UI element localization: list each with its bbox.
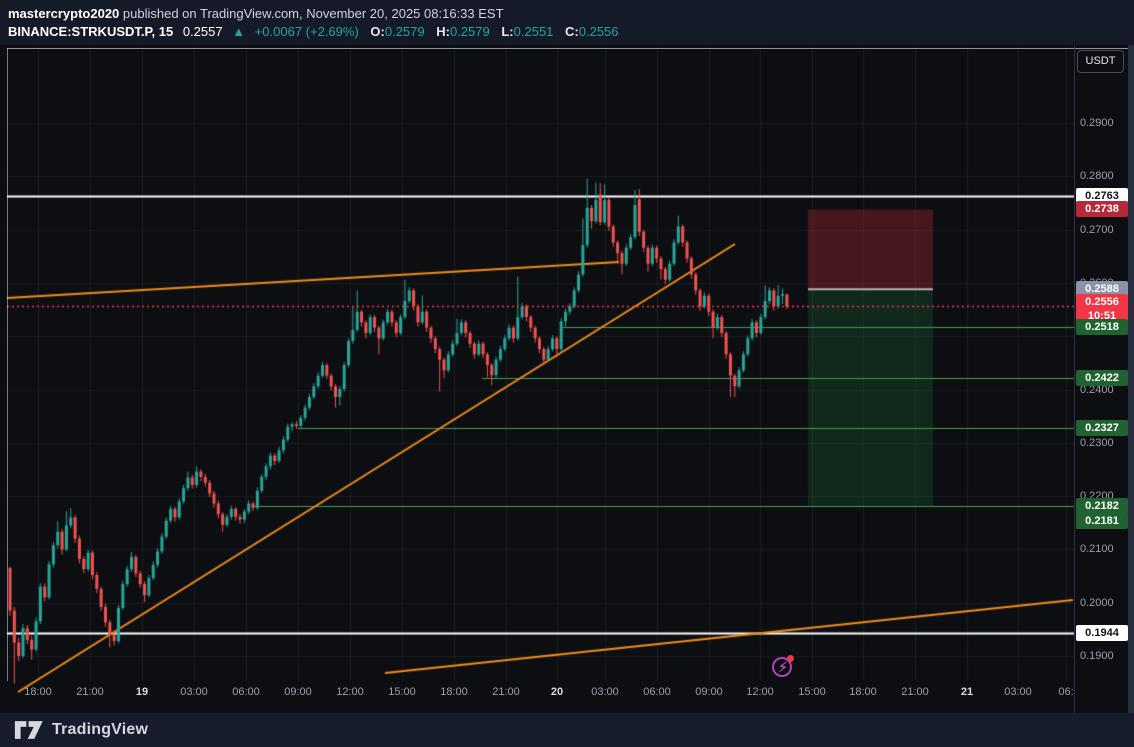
time-tick: 12:00	[746, 686, 774, 698]
price-tick: 0.2000	[1080, 596, 1114, 609]
price-level-label: 0.2518	[1076, 318, 1128, 335]
time-tick: 03:00	[1004, 686, 1032, 698]
time-tick: 12:00	[336, 686, 364, 698]
symbol-name[interactable]: BINANCE:STRKUSDT.P, 15	[8, 24, 174, 39]
snapshot-header: mastercrypto2020 published on TradingVie…	[0, 0, 1134, 45]
price-level-label: 0.2327	[1076, 420, 1128, 437]
pane-top-border	[7, 48, 1128, 49]
window-right-edge	[1128, 45, 1134, 747]
time-tick: 15:00	[388, 686, 416, 698]
price-axis-border	[1074, 45, 1075, 713]
time-tick: 18:00	[24, 686, 52, 698]
time-tick: 21:00	[901, 686, 929, 698]
currency-unit-button[interactable]: USDT	[1077, 50, 1124, 73]
high-value: 0.2579	[449, 24, 490, 39]
flash-icon[interactable]: ⚡︎	[772, 655, 794, 679]
price-tick: 0.2800	[1080, 170, 1114, 183]
open-label: O:	[370, 24, 385, 39]
price-level-label: 0.2763	[1076, 188, 1128, 205]
price-level-label: 0.2181	[1076, 513, 1128, 530]
price-level-label: 0.2422	[1076, 369, 1128, 386]
tradingview-logo-text[interactable]: TradingView	[52, 721, 149, 738]
time-tick: 06:00	[643, 686, 671, 698]
low-label: L:	[501, 24, 514, 39]
price-tick: 0.1900	[1080, 649, 1114, 662]
time-tick: 18:00	[849, 686, 877, 698]
time-tick: 18:00	[440, 686, 468, 698]
time-tick: 21	[960, 686, 974, 698]
symbol-info-line: BINANCE:STRKUSDT.P, 15 0.2557 ▲ +0.0067 …	[8, 23, 1134, 41]
price-change: +0.0067 (+2.69%)	[254, 24, 359, 39]
time-tick: 21:00	[76, 686, 104, 698]
time-tick: 20	[550, 686, 564, 698]
price-tick: 0.2900	[1080, 117, 1114, 130]
price-tick: 0.2100	[1080, 543, 1114, 556]
time-tick: 03:00	[591, 686, 619, 698]
close-label: C:	[565, 24, 579, 39]
time-tick: 06:	[1058, 686, 1074, 698]
up-arrow-icon: ▲	[232, 24, 246, 39]
time-tick: 06:00	[232, 686, 260, 698]
pane-left-border	[7, 48, 8, 681]
time-tick: 19	[135, 686, 149, 698]
tradingview-logo-icon[interactable]	[14, 720, 44, 740]
time-tick: 09:00	[695, 686, 723, 698]
price-tick: 0.2400	[1080, 383, 1114, 396]
published-line: mastercrypto2020 published on TradingVie…	[8, 5, 1134, 23]
last-price-value: 0.2557	[182, 24, 223, 39]
time-tick: 03:00	[180, 686, 208, 698]
open-value: 0.2579	[384, 24, 425, 39]
published-text: published on TradingView.com, November 2…	[119, 6, 504, 21]
lightning-bolt-icon: ⚡︎	[778, 659, 788, 675]
close-value: 0.2556	[578, 24, 619, 39]
price-tick: 0.2300	[1080, 436, 1114, 449]
brand-bar: TradingView	[0, 713, 1134, 747]
flash-ring	[772, 657, 792, 677]
notification-dot	[787, 655, 794, 662]
time-tick: 15:00	[798, 686, 826, 698]
price-tick: 0.2700	[1080, 223, 1114, 236]
price-level-label: 0.2182	[1076, 497, 1128, 514]
low-value: 0.2551	[513, 24, 554, 39]
price-level-label: 0.2588	[1076, 281, 1128, 298]
time-tick: 09:00	[284, 686, 312, 698]
price-level-label: 0.1944	[1076, 624, 1128, 641]
high-label: H:	[436, 24, 450, 39]
time-tick: 21:00	[492, 686, 520, 698]
author-name: mastercrypto2020	[8, 6, 120, 21]
price-level-label: 0.2738	[1076, 201, 1128, 218]
